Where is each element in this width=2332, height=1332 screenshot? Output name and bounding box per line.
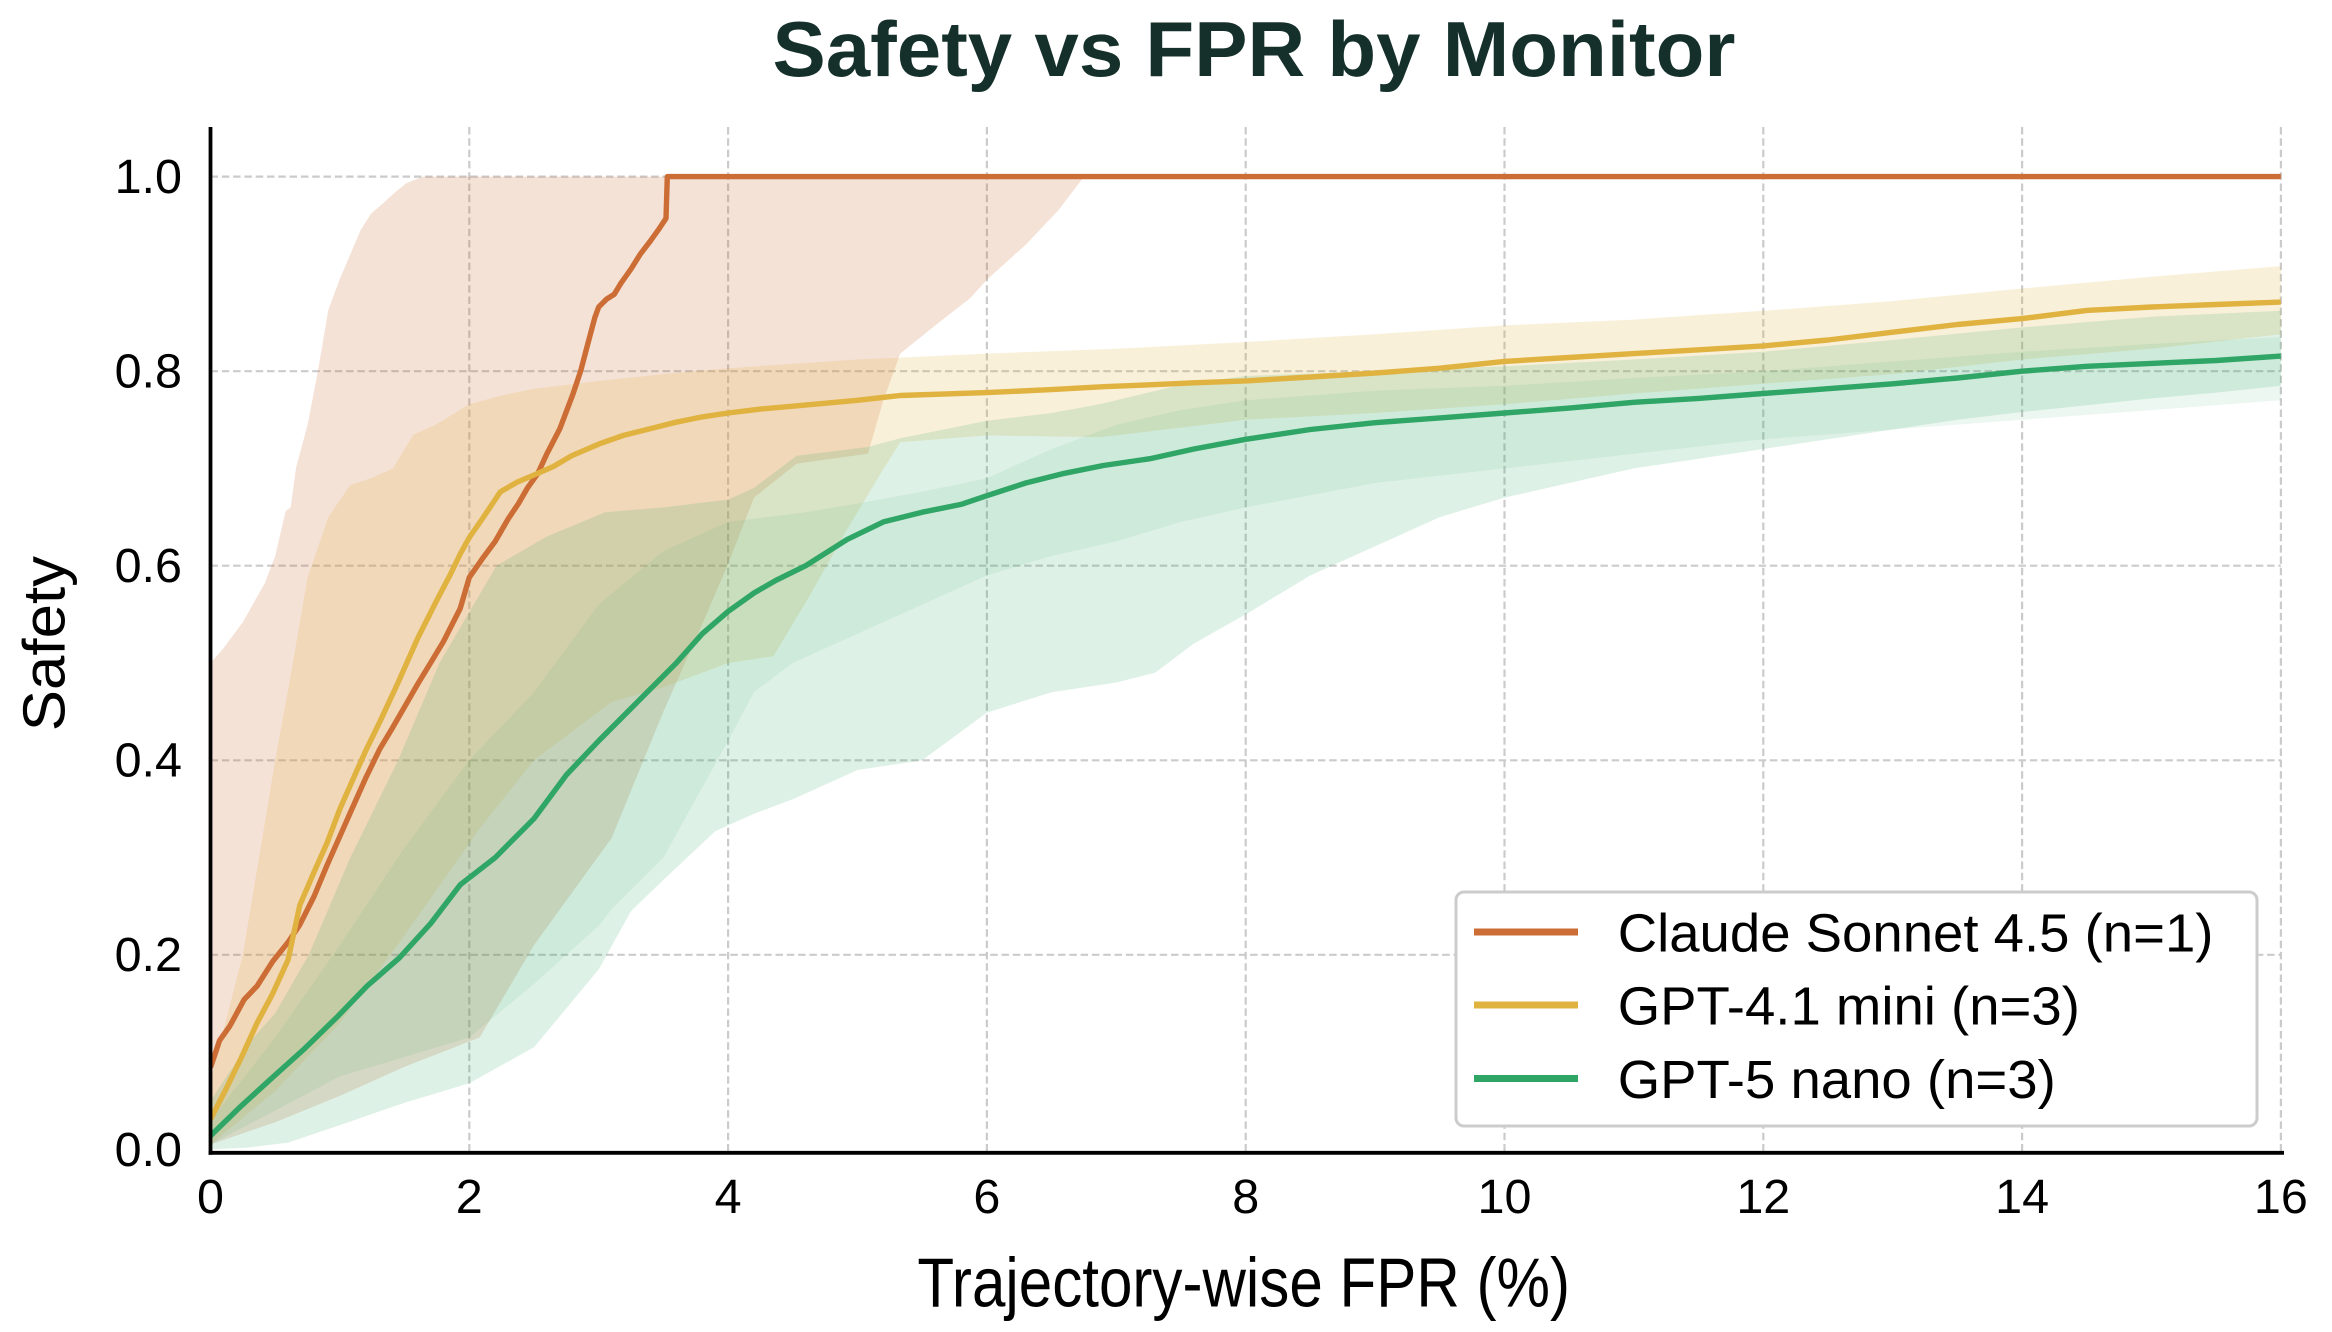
svg-text:Safety vs FPR by Monitor: Safety vs FPR by Monitor (772, 6, 1735, 93)
svg-text:12: 12 (1736, 1170, 1790, 1224)
svg-text:Trajectory-wise FPR (%): Trajectory-wise FPR (%) (917, 1243, 1570, 1321)
svg-text:Claude Sonnet 4.5 (n=1): Claude Sonnet 4.5 (n=1) (1618, 903, 2214, 964)
svg-text:14: 14 (1995, 1170, 2049, 1224)
svg-text:0: 0 (197, 1170, 224, 1224)
svg-text:1.0: 1.0 (115, 150, 182, 204)
svg-text:8: 8 (1232, 1170, 1259, 1224)
svg-text:GPT-5 nano (n=3): GPT-5 nano (n=3) (1618, 1049, 2056, 1110)
svg-text:0.4: 0.4 (115, 734, 182, 788)
svg-text:6: 6 (973, 1170, 1000, 1224)
svg-text:2: 2 (456, 1170, 483, 1224)
svg-text:0.2: 0.2 (115, 928, 182, 982)
svg-text:Safety: Safety (11, 555, 77, 731)
svg-text:4: 4 (715, 1170, 742, 1224)
svg-text:0.0: 0.0 (115, 1123, 182, 1177)
svg-text:GPT-4.1 mini (n=3): GPT-4.1 mini (n=3) (1618, 976, 2080, 1037)
svg-text:0.8: 0.8 (115, 345, 182, 399)
svg-text:10: 10 (1478, 1170, 1532, 1224)
svg-text:16: 16 (2254, 1170, 2308, 1224)
svg-text:0.6: 0.6 (115, 539, 182, 593)
